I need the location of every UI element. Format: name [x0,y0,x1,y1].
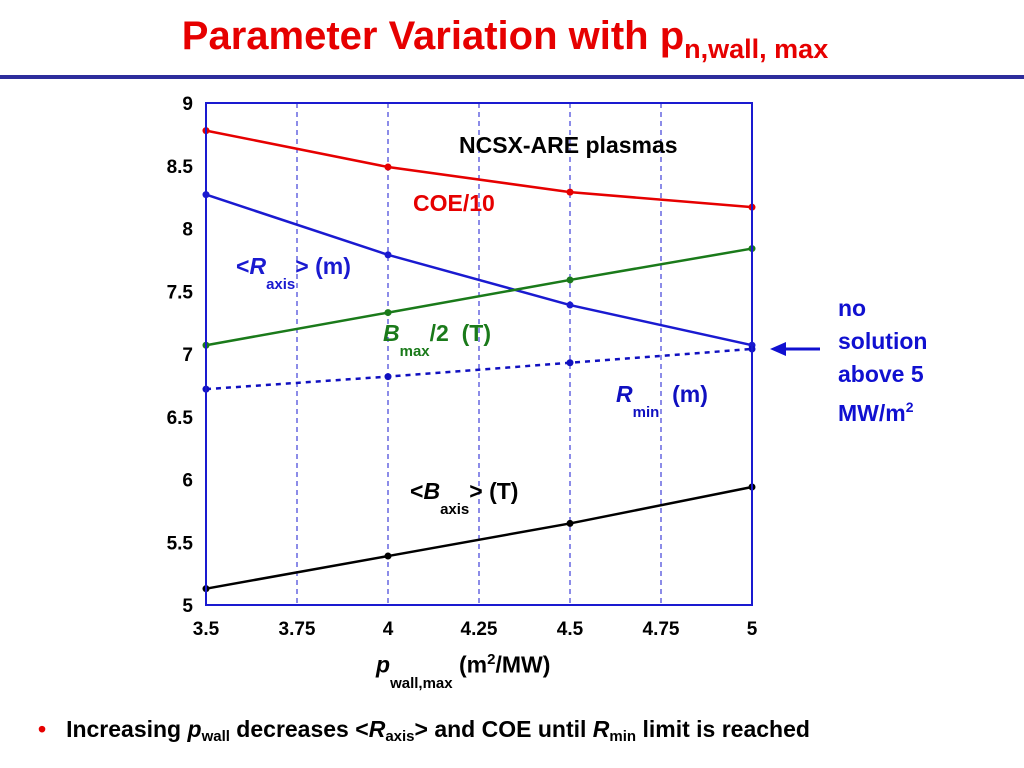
y-axis-ticks: 5 5.5 6 6.5 7 7.5 8 8.5 9 [167,94,194,617]
series-coe [202,127,756,211]
arrow-head-icon [770,342,786,356]
x-tick-label: 3.75 [279,619,316,640]
y-tick-label: 5.5 [167,533,194,554]
x-tick-label: 5 [747,619,758,640]
x-tick-label: 3.5 [193,619,220,640]
y-tick-label: 8 [182,220,193,241]
no-solution-arrow [770,342,820,356]
x-tick-label: 4 [383,619,394,640]
x-axis-ticks: 3.5 3.75 4 4.25 4.5 4.75 5 [193,619,758,640]
data-point-coe [384,163,392,171]
no-solution-note: no solution above 5 MW/m2 [838,295,928,426]
data-point-baxis [384,552,392,560]
x-tick-label: 4.75 [643,619,680,640]
y-tick-label: 8.5 [167,157,194,178]
x-axis-label: pwall,max (m2/MW) [376,651,551,692]
series-line-coe [205,129,753,209]
series-label-baxis: <Baxis> (T) [410,478,519,518]
y-tick-label: 7.5 [167,282,194,303]
x-tick-label: 4.25 [461,619,498,640]
series-label-bmax: Bmax/2 (T) [383,320,491,360]
data-point-bmax [566,276,574,284]
series-line-rmin [205,347,753,391]
y-tick-label: 9 [182,94,193,115]
plot-frame [205,102,753,606]
data-point-rmin [384,373,392,381]
page-title: Parameter Variation with pn,wall, max [181,14,829,64]
y-tick-label: 6 [182,471,193,492]
title-rule [0,75,1024,79]
chart-series [202,127,756,593]
data-point-bmax [384,309,392,317]
data-point-raxis [384,251,392,259]
line-chart: 5 5.5 6 6.5 7 7.5 8 8.5 9 3.5 3.75 4 4.25 4.5 4.75 5 [167,94,820,640]
series-line-bmax [205,247,753,347]
series-line-raxis [205,193,753,347]
data-point-baxis [566,519,574,527]
x-tick-label: 4.5 [557,619,584,640]
y-tick-label: 5 [182,596,193,617]
series-label-raxis: <Raxis> (m) [236,253,351,293]
series-label-coe: COE/10 [413,190,495,216]
y-tick-label: 6.5 [167,408,194,429]
data-point-rmin [566,359,574,367]
data-point-raxis [566,301,574,309]
chart-annotation: NCSX-ARE plasmas [459,132,678,158]
series-line-baxis [205,485,753,590]
series-label-rmin: Rmin (m) [616,381,708,421]
bullet-point: • Increasing pwall decreases <Raxis> and … [38,716,810,745]
data-point-coe [566,188,574,196]
y-tick-label: 7 [182,345,193,366]
